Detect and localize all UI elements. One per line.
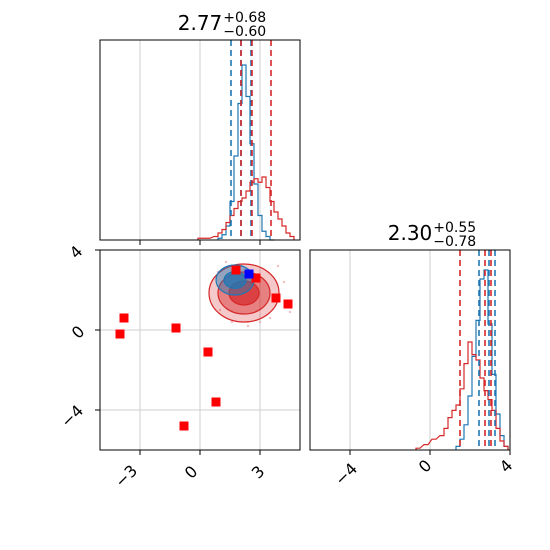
scatter-sample-dot xyxy=(258,320,262,324)
point-marker xyxy=(251,273,261,283)
hist2-title-plus: +0.55 xyxy=(433,220,476,236)
hist2-frame xyxy=(309,249,511,451)
hist2-title-minus: −0.78 xyxy=(433,234,476,250)
point-marker xyxy=(271,293,281,303)
scatter-xtick-label: 0 xyxy=(181,462,202,483)
hist1-panel xyxy=(99,39,301,245)
scatter-ytick-label: 0 xyxy=(68,322,89,343)
scatter-sample-dot xyxy=(276,264,280,268)
scatter-ytick-label: −4 xyxy=(57,401,87,431)
scatter-sample-dot xyxy=(218,308,222,312)
truth-marker xyxy=(244,269,254,279)
hist1-frame xyxy=(99,39,301,241)
hist1-title: 2.77 xyxy=(178,11,223,35)
point-marker xyxy=(179,421,189,431)
hist2-panel xyxy=(309,249,511,455)
hist2-xtick-label: 4 xyxy=(496,456,517,477)
hist1-title-plus: +0.68 xyxy=(223,10,266,26)
hist2-xtick-label: 0 xyxy=(415,456,436,477)
scatter-panel xyxy=(95,249,301,455)
scatter-sample-dot xyxy=(246,324,250,328)
scatter-sample-dot xyxy=(282,280,286,284)
scatter-sample-dot xyxy=(268,316,272,320)
scatter-sample-dot xyxy=(288,310,292,314)
hist1-series-red xyxy=(197,176,295,240)
scatter-frame xyxy=(99,249,301,451)
hist2-title-median: 2.30 xyxy=(388,221,433,245)
point-marker xyxy=(115,329,125,339)
scatter-sample-dot xyxy=(224,260,228,264)
hist1-title-median: 2.77 xyxy=(178,11,223,35)
scatter-xtick-label: −3 xyxy=(111,461,141,491)
scatter-ytick-label: 4 xyxy=(66,242,87,263)
point-marker xyxy=(119,313,129,323)
point-marker xyxy=(203,347,213,357)
point-marker xyxy=(283,299,293,309)
hist2-series-blue xyxy=(455,269,509,450)
point-marker xyxy=(211,397,221,407)
hist2-series-red xyxy=(415,341,509,450)
scatter-xtick-label: 3 xyxy=(248,462,269,483)
point-marker xyxy=(231,265,241,275)
scatter-sample-dot xyxy=(230,320,234,324)
hist1-series-blue xyxy=(217,64,274,241)
hist1-title-minus: −0.60 xyxy=(223,24,266,40)
hist2-title: 2.30 xyxy=(388,221,433,245)
point-marker xyxy=(171,323,181,333)
hist2-xtick-label: −4 xyxy=(331,459,361,489)
